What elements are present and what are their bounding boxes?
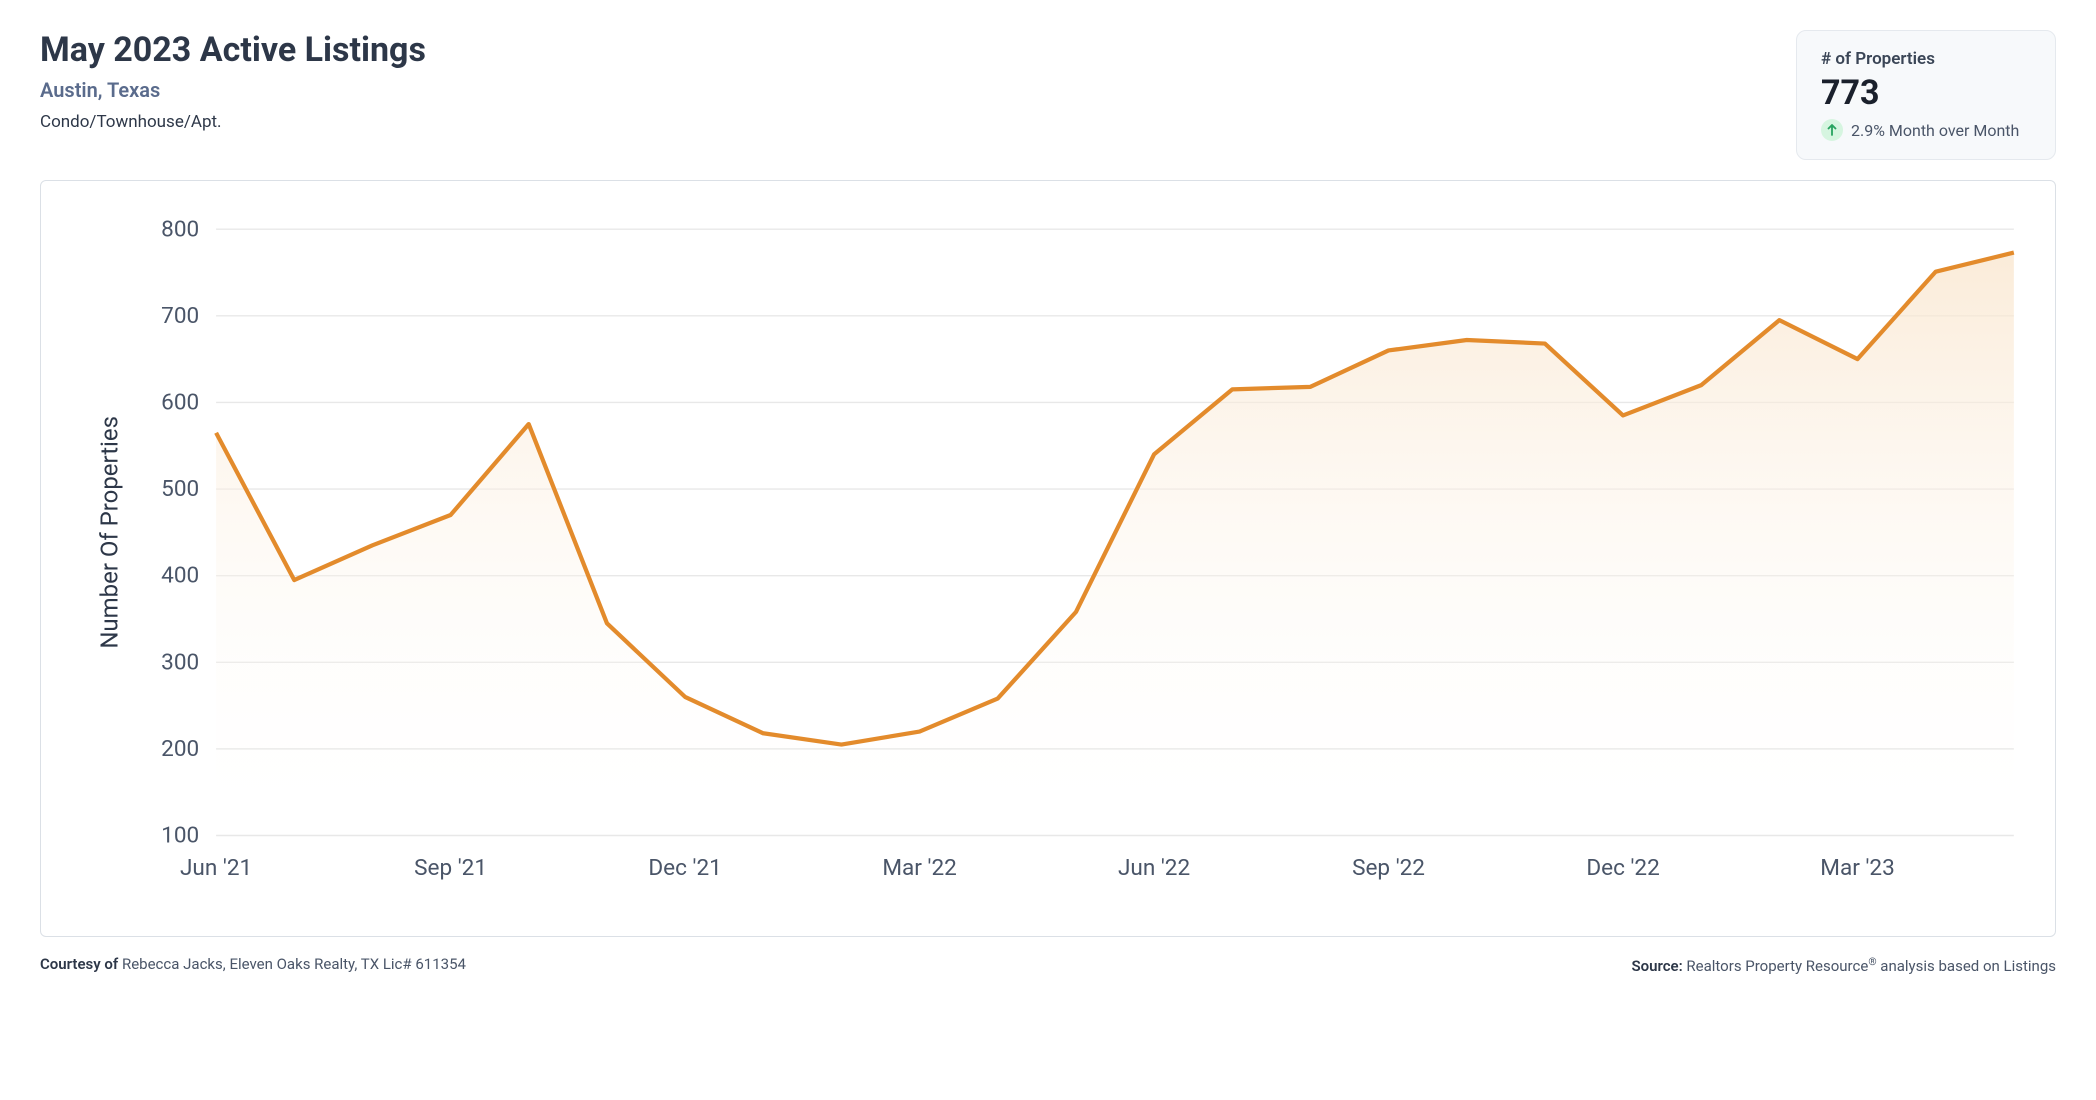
svg-text:Mar '23: Mar '23 — [1820, 854, 1894, 881]
stat-change-text: 2.9% Month over Month — [1851, 121, 2019, 140]
svg-text:700: 700 — [161, 302, 199, 329]
title-block: May 2023 Active Listings Austin, Texas C… — [40, 30, 426, 132]
svg-text:Mar '22: Mar '22 — [882, 854, 956, 881]
svg-text:Jun '21: Jun '21 — [180, 854, 252, 881]
chart-container: 100 200 300 400 500 600 700 800 Number Of Proper… — [40, 180, 2056, 937]
courtesy-label: Courtesy of — [40, 955, 122, 973]
svg-text:100: 100 — [161, 822, 199, 849]
svg-text:600: 600 — [161, 388, 199, 415]
svg-text:400: 400 — [161, 562, 199, 589]
location-subtitle: Austin, Texas — [40, 78, 426, 102]
svg-text:Jun '22: Jun '22 — [1118, 854, 1190, 881]
svg-text:Number Of Properties: Number Of Properties — [95, 416, 123, 649]
svg-text:300: 300 — [161, 648, 199, 675]
stat-label: # of Properties — [1821, 49, 2031, 69]
svg-text:Dec '22: Dec '22 — [1586, 854, 1659, 881]
arrow-up-icon — [1821, 119, 1843, 141]
stat-value: 773 — [1821, 73, 2031, 113]
property-type-label: Condo/Townhouse/Apt. — [40, 112, 426, 132]
source-text: Realtors Property Resource® analysis bas… — [1686, 957, 2056, 975]
courtesy-line: Courtesy of Rebecca Jacks, Eleven Oaks R… — [40, 955, 466, 975]
footer: Courtesy of Rebecca Jacks, Eleven Oaks R… — [40, 955, 2056, 975]
area-chart: 100 200 300 400 500 600 700 800 Number Of Proper… — [61, 201, 2035, 906]
svg-text:Dec '21: Dec '21 — [648, 854, 721, 881]
header-row: May 2023 Active Listings Austin, Texas C… — [40, 30, 2056, 160]
svg-text:Sep '21: Sep '21 — [414, 854, 487, 881]
courtesy-text: Rebecca Jacks, Eleven Oaks Realty, TX Li… — [122, 955, 466, 973]
svg-text:800: 800 — [161, 215, 199, 242]
source-line: Source: Realtors Property Resource® anal… — [1631, 955, 2056, 975]
svg-text:200: 200 — [161, 735, 199, 762]
source-label: Source: — [1631, 957, 1686, 975]
stat-change: 2.9% Month over Month — [1821, 119, 2031, 141]
page-title: May 2023 Active Listings — [40, 30, 426, 70]
svg-text:Sep '22: Sep '22 — [1352, 854, 1425, 881]
stat-card: # of Properties 773 2.9% Month over Mont… — [1796, 30, 2056, 160]
svg-text:500: 500 — [161, 475, 199, 502]
